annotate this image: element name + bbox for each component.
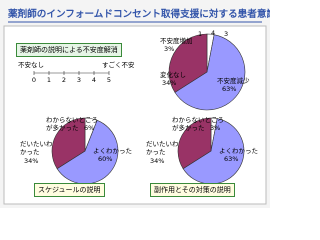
slice-label: わからないところが多かった — [46, 116, 98, 132]
value-label: 3% — [164, 45, 175, 53]
annotation: 3 — [224, 30, 229, 38]
slice-label: だいたいわかった — [20, 140, 53, 156]
chart-title: スケジュールの説明 — [34, 183, 105, 197]
slice-label: よくわかった — [93, 147, 132, 155]
value-label: 34% — [150, 157, 165, 165]
chart-title: 副作用とその対策の説明 — [150, 183, 235, 197]
scale-tick-label: 4 — [92, 76, 96, 84]
slice-label: 不安度減少 — [217, 77, 250, 85]
slice-label: よくわかった — [219, 147, 258, 155]
slice-label: だいたいわかった — [146, 140, 179, 156]
slide-title: 薬剤師のインフォームドコンセント取得支援に対する患者意識調査 — [8, 9, 270, 20]
pie-slice — [51, 117, 86, 170]
scale-tick-label: 1 — [47, 76, 51, 84]
pie-slice — [182, 118, 245, 185]
value-label: 34% — [24, 157, 39, 165]
scale-tick-label: 3 — [77, 76, 81, 84]
scale-tick-label: 5 — [107, 76, 111, 84]
slice-label: わからないところが多かった — [172, 116, 224, 132]
value-label: 63% — [224, 155, 239, 163]
annotation: 1 — [198, 30, 203, 38]
value-label: 34% — [162, 79, 177, 87]
chart-title: 薬剤師の説明による不安度解消 — [16, 43, 122, 57]
pie-slice — [56, 119, 119, 185]
pie-slice — [168, 33, 208, 93]
scale-tick-label: 0 — [32, 76, 36, 84]
scale-tick-label: 2 — [62, 76, 66, 84]
scale-right: すごく不安 — [102, 61, 135, 69]
slice-label: 不安度増加 — [160, 37, 193, 45]
value-label: 63% — [222, 85, 237, 93]
scale-left: 不安なし — [18, 61, 44, 69]
pie-slice — [174, 34, 246, 111]
value-label: 60% — [98, 155, 113, 163]
annotation: 4 — [211, 29, 216, 37]
value-label: 3% — [210, 123, 221, 132]
slice-label: 変化なし — [160, 71, 186, 79]
pie-slice — [177, 117, 212, 170]
value-label: 6% — [84, 123, 95, 132]
